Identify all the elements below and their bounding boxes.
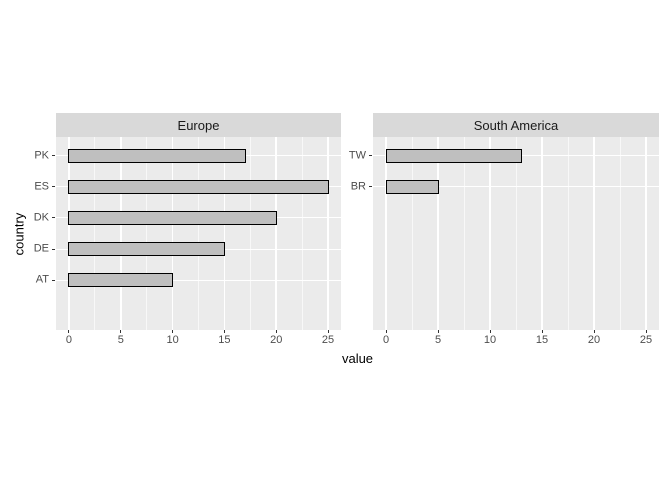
facet-strip-label: South America xyxy=(473,117,559,133)
bar-de xyxy=(68,242,225,257)
x-tick-mark xyxy=(68,330,70,333)
x-tick-mark xyxy=(327,330,329,333)
x-tick-label: 25 xyxy=(639,334,653,346)
x-tick-label: 5 xyxy=(434,334,442,346)
x-tick-mark xyxy=(645,330,647,333)
gridline-major xyxy=(171,137,174,330)
x-tick-label: 10 xyxy=(166,334,179,346)
facet-panel-south-america xyxy=(373,137,659,330)
facet-strip-europe: Europe xyxy=(56,113,341,137)
bar-es xyxy=(68,179,329,194)
gridline-minor xyxy=(567,137,569,330)
y-tick-label-tw: TW xyxy=(348,149,366,162)
bar-at xyxy=(68,273,174,288)
x-tick-label: 0 xyxy=(65,334,73,346)
gridline-major xyxy=(223,137,226,330)
bar-br xyxy=(385,179,439,194)
gridline-minor xyxy=(463,137,465,330)
bar-tw xyxy=(385,148,522,163)
gridline-major xyxy=(120,137,122,330)
y-tick-label-dk: DK xyxy=(33,211,49,224)
y-axis-title: country xyxy=(11,212,27,255)
y-tick-mark xyxy=(52,279,55,281)
x-tick-label: 15 xyxy=(218,334,231,346)
y-tick-mark xyxy=(52,248,55,250)
gridline-major xyxy=(68,137,70,330)
x-tick-label: 15 xyxy=(535,334,549,346)
y-tick-mark xyxy=(52,155,55,157)
gridline-major xyxy=(275,137,277,330)
y-tick-label-de: DE xyxy=(33,242,49,255)
y-tick-mark xyxy=(52,186,55,188)
gridline-minor xyxy=(301,137,303,330)
x-tick-mark xyxy=(541,330,543,333)
gridline-minor xyxy=(515,137,517,330)
y-tick-label-es: ES xyxy=(34,180,49,193)
gridline-minor xyxy=(411,137,413,330)
x-tick-mark xyxy=(385,330,387,333)
x-tick-label: 0 xyxy=(382,334,390,346)
gridline-minor xyxy=(249,137,251,330)
y-tick-mark xyxy=(369,155,372,157)
gridline-category xyxy=(56,279,341,281)
gridline-major xyxy=(489,137,491,330)
facet-strip-south-america: South America xyxy=(373,113,659,137)
y-tick-label-br: BR xyxy=(350,180,366,193)
x-tick-mark xyxy=(437,330,439,333)
x-tick-mark xyxy=(593,330,595,333)
gridline-major xyxy=(541,137,543,330)
gridline-minor xyxy=(198,137,199,330)
x-tick-mark xyxy=(120,330,122,333)
x-tick-label: 5 xyxy=(117,334,124,346)
y-tick-mark xyxy=(369,186,372,188)
gridline-minor xyxy=(94,137,96,330)
facet-strip-label: Europe xyxy=(177,117,220,133)
facet-panel-europe xyxy=(56,137,341,330)
x-tick-label: 20 xyxy=(270,334,283,346)
y-tick-label-at: AT xyxy=(35,273,49,286)
gridline-minor xyxy=(146,137,148,330)
gridline-major xyxy=(437,137,439,330)
x-tick-label: 20 xyxy=(587,334,601,346)
gridline-major xyxy=(327,137,329,330)
gridline-major xyxy=(645,137,647,330)
gridline-major xyxy=(385,137,387,330)
y-tick-label-pk: PK xyxy=(34,149,49,162)
gridline-category xyxy=(373,186,659,188)
bar-dk xyxy=(68,210,277,225)
bar-pk xyxy=(68,148,246,163)
x-tick-label: 25 xyxy=(321,334,335,346)
x-tick-mark xyxy=(223,330,225,333)
x-tick-mark xyxy=(172,330,174,333)
x-tick-mark xyxy=(275,330,277,333)
gridline-major xyxy=(593,137,595,330)
x-tick-mark xyxy=(489,330,491,333)
gridline-minor xyxy=(619,137,621,330)
y-tick-mark xyxy=(52,217,55,219)
x-axis-title: value xyxy=(341,351,374,366)
x-tick-label: 10 xyxy=(483,334,497,346)
